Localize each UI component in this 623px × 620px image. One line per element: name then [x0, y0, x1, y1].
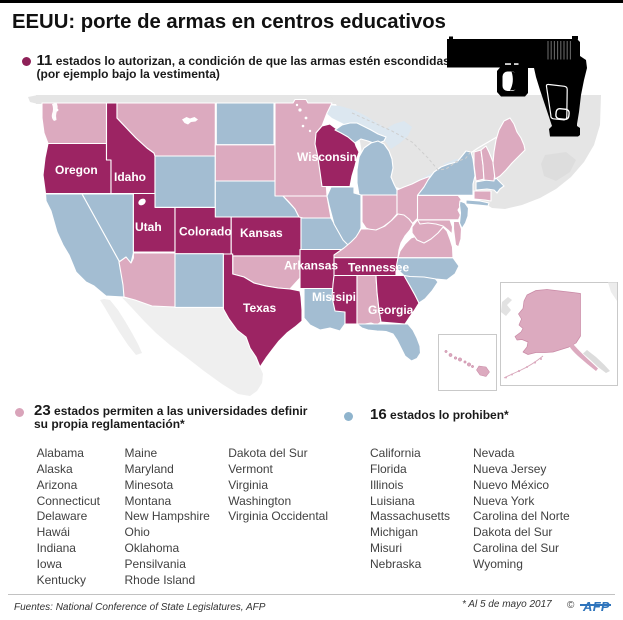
svg-text:Georgia: Georgia: [368, 303, 414, 317]
svg-text:Colorado: Colorado: [179, 225, 232, 239]
svg-text:Arkansas: Arkansas: [284, 259, 338, 273]
svg-text:Wisconsin: Wisconsin: [297, 150, 357, 164]
svg-text:Oregon: Oregon: [55, 163, 98, 177]
svg-text:Utah: Utah: [135, 220, 162, 234]
svg-text:Idaho: Idaho: [114, 170, 146, 184]
svg-text:Kansas: Kansas: [240, 226, 283, 240]
svg-text:Tennessee: Tennessee: [348, 261, 409, 275]
svg-text:Texas: Texas: [243, 301, 276, 315]
svg-text:Misisipi: Misisipi: [312, 290, 356, 304]
